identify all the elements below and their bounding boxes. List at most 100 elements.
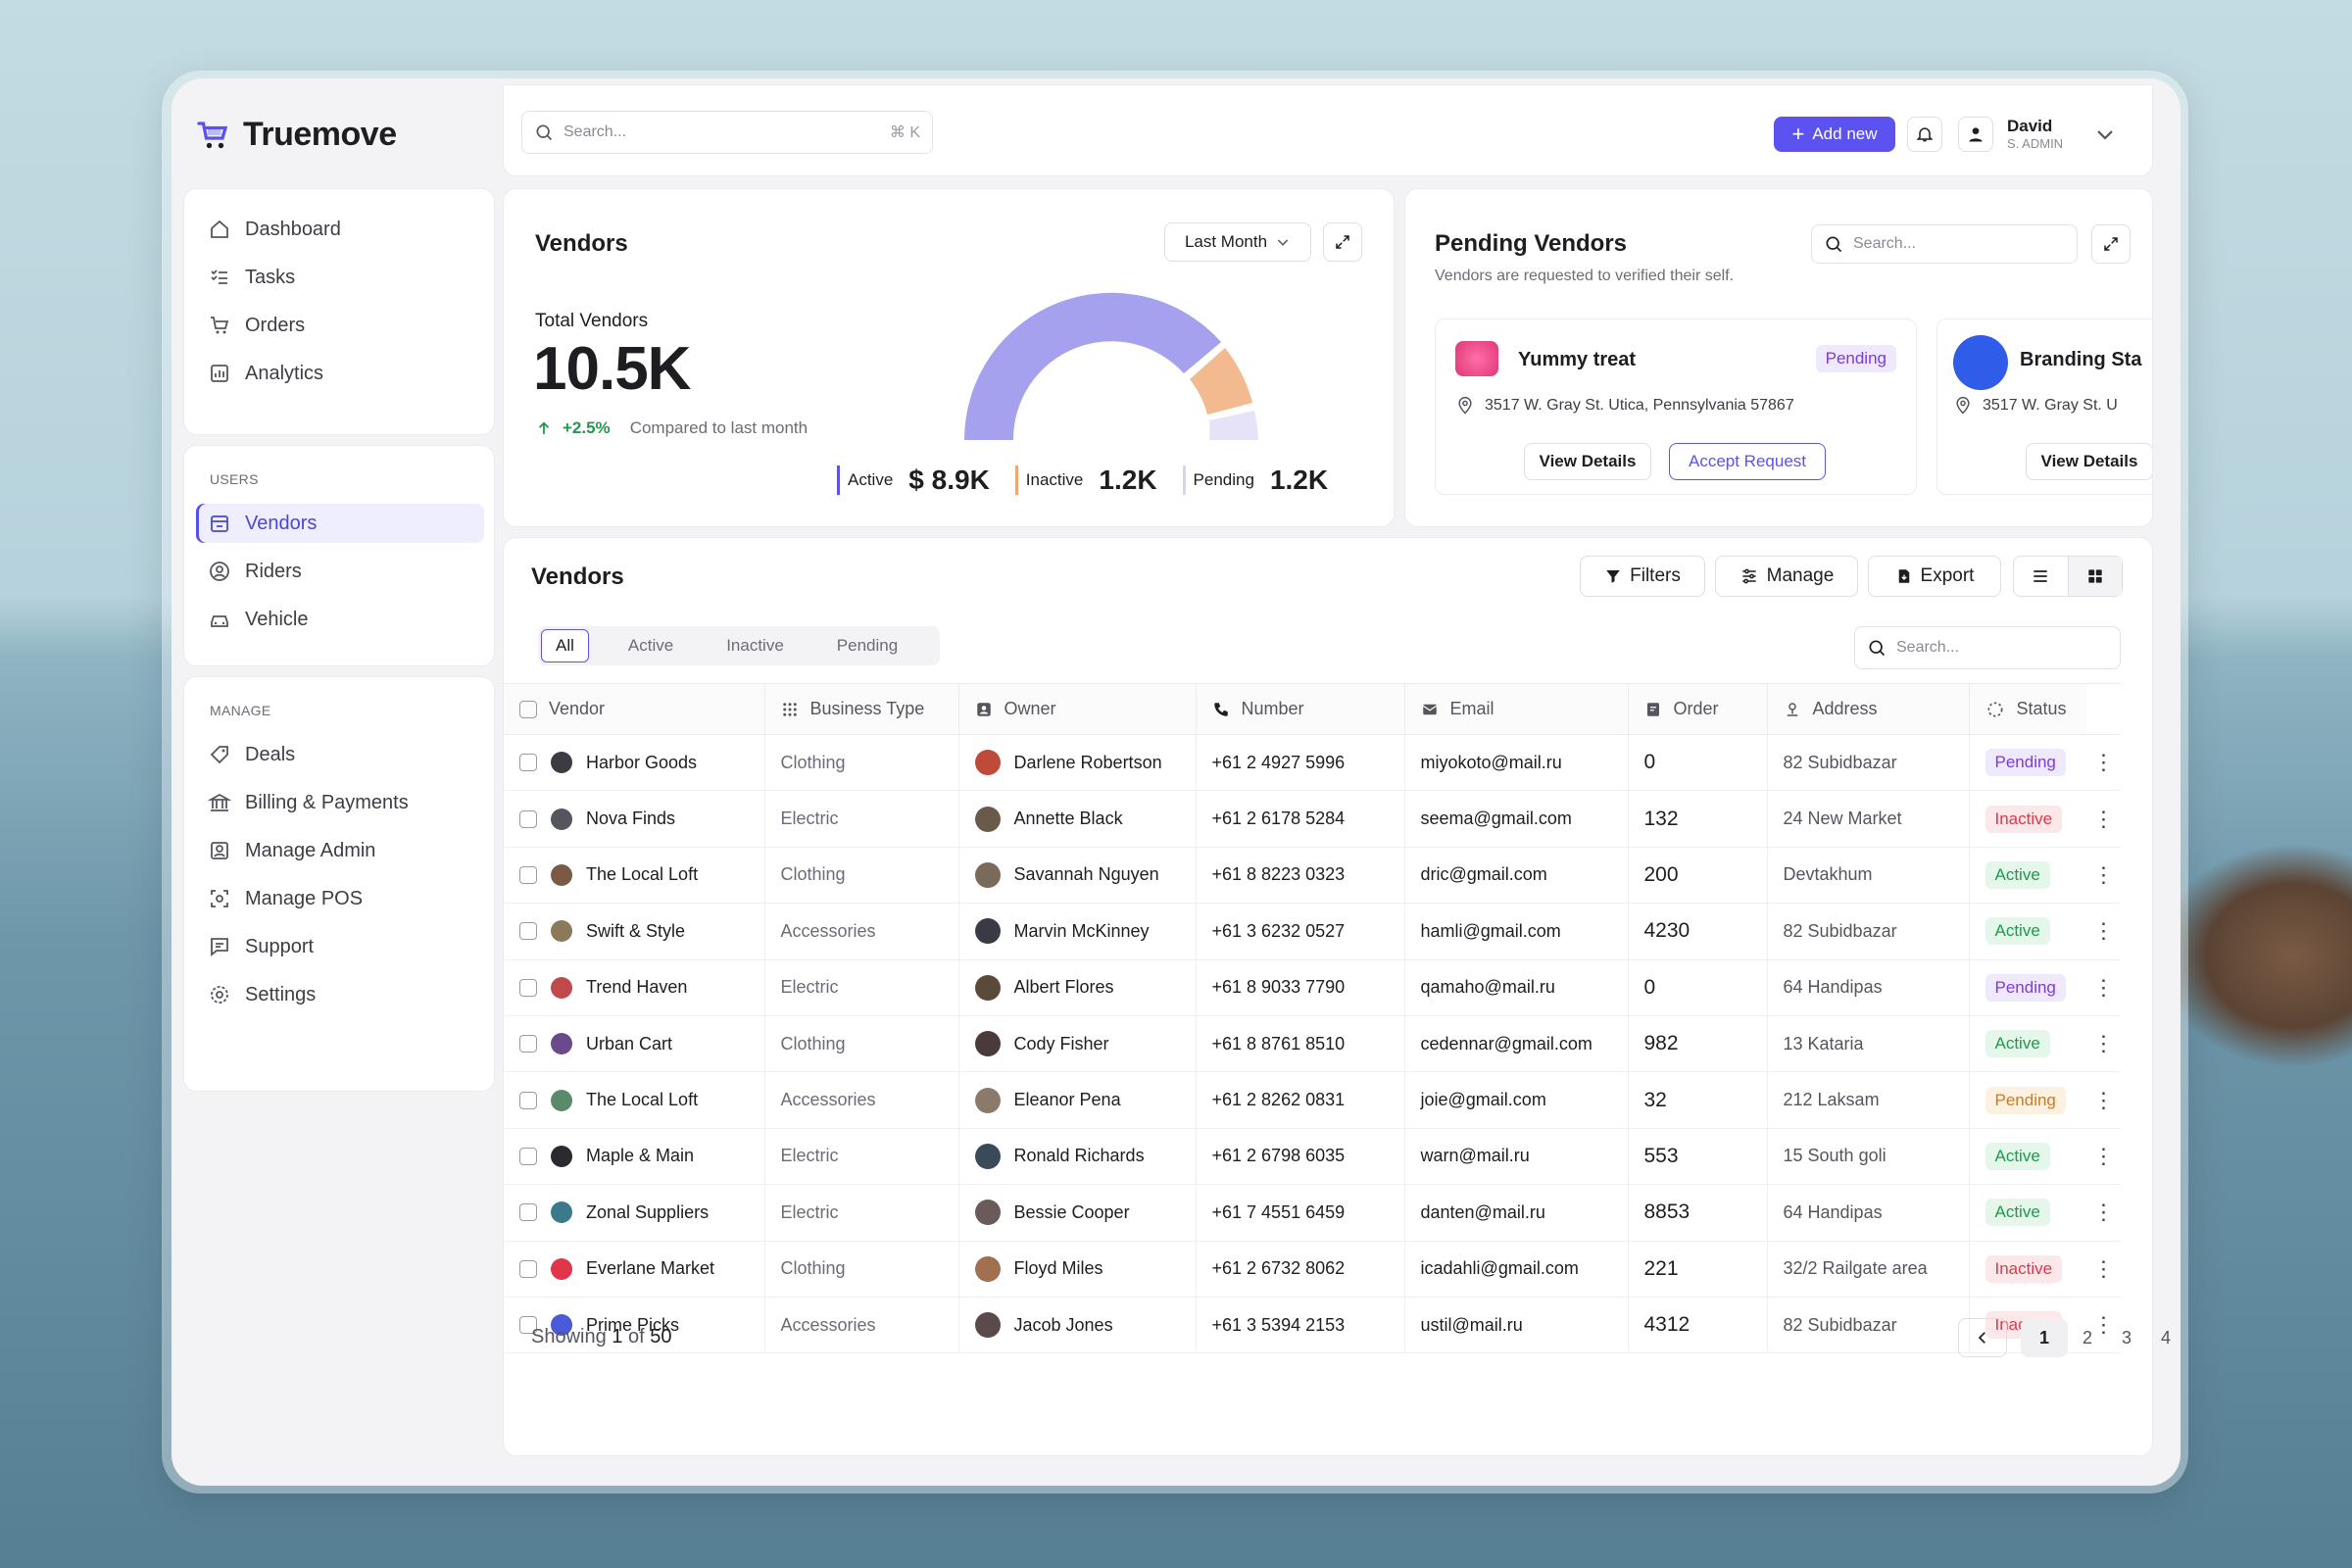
table-row[interactable]: The Local Loft Clothing Savannah Nguyen +61… (504, 847, 2121, 905)
col-number[interactable]: Number (1195, 683, 1404, 735)
row-checkbox[interactable] (519, 1035, 537, 1054)
row-more-button[interactable]: ⋮ (2086, 847, 2121, 905)
tab-all[interactable]: All (541, 629, 589, 662)
support-icon (211, 938, 228, 956)
row-more-button[interactable]: ⋮ (2086, 1071, 2121, 1129)
row-checkbox[interactable] (519, 1259, 537, 1278)
vendor-cell: Nova Finds (504, 790, 764, 848)
sidebar-item-orders[interactable]: Orders (196, 306, 484, 345)
sidebar-item-deals[interactable]: Deals (196, 735, 484, 774)
table-search[interactable]: Search... (1854, 626, 2121, 669)
trend-row: +2.5% Compared to last month (535, 418, 808, 438)
chevron-down-icon (1277, 239, 1289, 246)
owner-cell: Eleanor Pena (957, 1071, 1196, 1129)
col-status[interactable]: Status (1968, 683, 2086, 735)
sidebar-item-analytics[interactable]: Analytics (196, 354, 484, 393)
table-row[interactable]: Trend Haven Electric Albert Flores +61 8 90… (504, 959, 2121, 1016)
col-address[interactable]: Address (1766, 683, 1969, 735)
row-more-button[interactable]: ⋮ (2086, 1184, 2121, 1242)
sidebar-item-support[interactable]: Support (196, 927, 484, 966)
sidebar-item-manage-admin[interactable]: Manage Admin (196, 831, 484, 870)
pending-vendor-name: Branding Sta (2020, 349, 2142, 370)
table-row[interactable]: Maple & Main Electric Ronald Richards +61 2… (504, 1128, 2121, 1186)
row-checkbox[interactable] (519, 922, 537, 941)
sidebar-item-billing[interactable]: Billing & Payments (196, 783, 484, 822)
sidebar-item-settings[interactable]: Settings (196, 975, 484, 1014)
row-checkbox[interactable] (519, 809, 537, 828)
brand-logo[interactable]: Truemove (196, 116, 397, 154)
row-more-button[interactable]: ⋮ (2086, 1015, 2121, 1073)
col-order[interactable]: Order (1627, 683, 1767, 735)
pending-search-input[interactable]: Search... (1853, 235, 1917, 252)
pending-search[interactable]: Search... (1811, 224, 2078, 264)
status-cell: Active (1968, 1015, 2086, 1073)
row-checkbox[interactable] (519, 865, 537, 884)
sidebar-item-vendors[interactable]: Vendors (196, 504, 484, 543)
order-cell: 200 (1627, 847, 1767, 905)
global-search[interactable]: Search... ⌘ K (521, 111, 933, 154)
filters-button[interactable]: Filters (1580, 556, 1705, 597)
table-row[interactable]: Swift & Style Accessories Marvin McKinney +… (504, 903, 2121, 960)
row-checkbox[interactable] (519, 1203, 537, 1222)
row-more-button[interactable]: ⋮ (2086, 1241, 2121, 1298)
view-details-button[interactable]: View Details (1524, 443, 1651, 480)
table-row[interactable]: Prime Picks Accessories Jacob Jones +61 3 5… (504, 1297, 2121, 1354)
grid-view-button[interactable] (2068, 557, 2122, 596)
page-3[interactable]: 3 (2121, 1327, 2132, 1348)
tab-inactive[interactable]: Inactive (726, 636, 784, 655)
table-row[interactable]: Zonal Suppliers Electric Bessie Cooper +61 … (504, 1184, 2121, 1242)
page-4[interactable]: 4 (2160, 1327, 2171, 1348)
chevron-down-icon[interactable] (2093, 122, 2117, 146)
accept-request-button[interactable]: Accept Request (1669, 443, 1826, 480)
table-row[interactable]: Nova Finds Electric Annette Black +61 2 617… (504, 790, 2121, 848)
avatar[interactable] (1958, 117, 1993, 152)
row-more-button[interactable]: ⋮ (2086, 1128, 2121, 1186)
period-select[interactable]: Last Month (1164, 222, 1311, 262)
table-row[interactable]: The Local Loft Accessories Eleanor Pena +61… (504, 1071, 2121, 1129)
row-checkbox[interactable] (519, 1091, 537, 1109)
sidebar-item-tasks[interactable]: Tasks (196, 258, 484, 297)
sidebar-item-vehicle[interactable]: Vehicle (196, 600, 484, 639)
vendor-name: The Local Loft (586, 864, 699, 885)
sidebar-item-dashboard[interactable]: Dashboard (196, 210, 484, 249)
row-checkbox[interactable] (519, 1147, 537, 1165)
notification-button[interactable] (1907, 117, 1942, 152)
order-cell: 0 (1627, 734, 1767, 792)
table-search-input[interactable]: Search... (1896, 639, 1960, 656)
col-vendor[interactable]: Vendor (504, 683, 764, 735)
page-2[interactable]: 2 (2082, 1327, 2092, 1348)
list-view-button[interactable] (2014, 557, 2069, 596)
table-row[interactable]: Harbor Goods Clothing Darlene Robertson +61… (504, 734, 2121, 792)
export-button[interactable]: Export (1868, 556, 2001, 597)
col-business-type[interactable]: Business Type (763, 683, 958, 735)
row-more-button[interactable]: ⋮ (2086, 734, 2121, 792)
tab-pending[interactable]: Pending (836, 636, 899, 655)
search-input[interactable]: Search... (564, 123, 627, 140)
row-checkbox[interactable] (519, 754, 537, 772)
table-body: Harbor Goods Clothing Darlene Robertson +61… (504, 734, 2121, 1354)
row-checkbox[interactable] (519, 1316, 537, 1335)
page-1[interactable]: 1 (2021, 1318, 2068, 1357)
sidebar-item-label: Vendors (245, 512, 318, 534)
prev-page-button[interactable] (1958, 1318, 2007, 1357)
user-role: S. ADMIN (2007, 136, 2064, 151)
tab-active[interactable]: Active (627, 636, 674, 655)
select-all-checkbox[interactable] (519, 700, 537, 718)
manage-button[interactable]: Manage (1715, 556, 1858, 597)
sidebar-item-manage-pos[interactable]: Manage POS (196, 879, 484, 918)
view-details-button[interactable]: View Details (2026, 443, 2152, 480)
row-more-button[interactable]: ⋮ (2086, 1297, 2121, 1354)
col-owner[interactable]: Owner (957, 683, 1196, 735)
row-more-button[interactable]: ⋮ (2086, 959, 2121, 1016)
col-email[interactable]: Email (1403, 683, 1628, 735)
row-more-button[interactable]: ⋮ (2086, 903, 2121, 960)
row-checkbox[interactable] (519, 978, 537, 997)
table-row[interactable]: Urban Cart Clothing Cody Fisher +61 8 8761 … (504, 1015, 2121, 1073)
row-more-button[interactable]: ⋮ (2086, 790, 2121, 848)
add-new-button[interactable]: + Add new (1774, 117, 1895, 152)
sidebar-item-riders[interactable]: Riders (196, 552, 484, 591)
user-info[interactable]: David S. ADMIN (2007, 117, 2063, 151)
pending-expand-button[interactable] (2091, 224, 2131, 264)
table-row[interactable]: Everlane Market Clothing Floyd Miles +61 2 … (504, 1241, 2121, 1298)
expand-button[interactable] (1323, 222, 1362, 262)
